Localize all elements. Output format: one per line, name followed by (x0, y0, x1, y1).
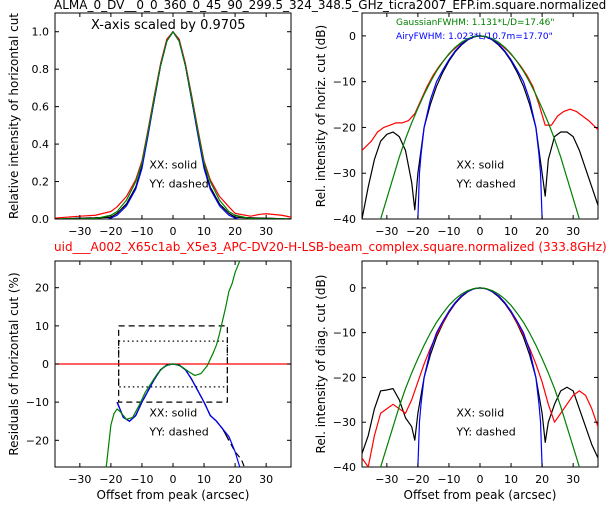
scale-annotation: X-axis scaled by 0.9705 (91, 18, 246, 33)
y-axis-label: Residuals of horizontal cut (%) (7, 272, 21, 455)
x-tick-label: −30 (68, 473, 91, 486)
y-tick-label: 0 (349, 30, 356, 43)
y-tick-label: 0.6 (32, 101, 50, 114)
y-tick-label: −10 (333, 327, 356, 340)
x-tick-label: 0 (477, 473, 484, 486)
x-tick-label: −20 (99, 225, 122, 238)
legend-text: XX: solid (149, 407, 197, 420)
x-tick-label: 20 (535, 225, 549, 238)
x-tick-label: −20 (99, 473, 122, 486)
chart-bottom-left: −30 −20 −10 0 10 20 30 −20 −10 0 10 20 Offset from p… (7, 260, 292, 502)
series-line-3 (380, 35, 580, 219)
y-tick-label: −20 (26, 434, 49, 447)
chart-bottom-right: −30 −20 −10 0 10 20 30 −40 −30 −20 −10 0 Offset from… (314, 260, 599, 502)
plot-area (361, 260, 599, 468)
fwhm-annotation: AiryFWHM: 1.023*L/10.7m=17.70" (396, 32, 553, 42)
x-tick-label: 30 (259, 473, 273, 486)
plot-area (54, 12, 292, 220)
y-tick-label: −40 (333, 213, 356, 226)
x-tick-label: 20 (535, 473, 549, 486)
x-tick-label: 10 (197, 225, 211, 238)
y-tick-label: −20 (333, 121, 356, 134)
y-tick-label: 0 (349, 282, 356, 295)
y-tick-label: −20 (333, 371, 356, 384)
y-tick-label: 10 (35, 320, 49, 333)
legend-text: XX: solid (149, 159, 197, 172)
x-tick-label: 10 (504, 473, 518, 486)
x-tick-label: 0 (477, 225, 484, 238)
y-tick-label: −10 (26, 396, 49, 409)
x-tick-label: −20 (406, 225, 429, 238)
x-tick-label: −20 (406, 473, 429, 486)
chart-top-right: −30 −20 −10 0 10 20 30 −40 −30 −20 −10 0 Rel. intens… (314, 12, 599, 238)
chart-top-left: −30 −20 −10 0 10 20 30 0.0 0.2 0.4 0.6 0.8 1.0 Relati… (7, 12, 292, 238)
x-tick-label: −30 (375, 473, 398, 486)
figure-mid-title: uid___A002_X65c1ab_X5e3_APC-DV20-H-LSB-b… (54, 240, 607, 254)
x-tick-label: −10 (437, 473, 460, 486)
x-tick-label: 20 (228, 225, 242, 238)
series-group (55, 261, 291, 467)
series-line-3 (380, 287, 580, 467)
y-axis-label: Rel. intensity of horiz. cut (dB) (314, 25, 328, 207)
y-tick-label: 1.0 (32, 26, 50, 39)
series-group (362, 287, 598, 467)
plot-group: −30 −20 −10 0 10 20 30 0.0 0.2 0.4 0.6 0.8 1.0 Relati… (7, 12, 599, 502)
series-line-2 (55, 31, 291, 219)
y-tick-label: 0.2 (32, 176, 50, 189)
x-tick-label: −10 (130, 225, 153, 238)
x-tick-label: −30 (375, 225, 398, 238)
x-tick-label: 20 (228, 473, 242, 486)
series-line-4 (105, 261, 242, 467)
x-tick-label: 30 (259, 225, 273, 238)
y-tick-label: 0.8 (32, 63, 50, 76)
legend-text: XX: solid (456, 407, 504, 420)
x-tick-label: 0 (170, 225, 177, 238)
y-tick-label: −30 (333, 416, 356, 429)
y-tick-label: 0.0 (32, 213, 50, 226)
figure-top-title: ALMA_0_DV__0_0_360_0_45_90_299.5_324_348… (54, 0, 606, 12)
legend-text: YY: dashed (455, 178, 515, 191)
x-tick-label: 10 (197, 473, 211, 486)
y-tick-label: 0.4 (32, 138, 50, 151)
x-tick-label: −10 (130, 473, 153, 486)
x-tick-label: −10 (437, 225, 460, 238)
legend-text: YY: dashed (148, 426, 208, 439)
x-tick-label: 30 (566, 225, 580, 238)
series-line-1 (55, 31, 291, 219)
y-tick-label: −40 (333, 461, 356, 474)
fwhm-annotation: GaussianFWHM: 1.131*L/D=17.46" (396, 18, 554, 28)
series-line-4 (55, 31, 291, 219)
x-axis-label: Offset from peak (arcsec) (404, 488, 557, 502)
x-tick-label: 10 (504, 225, 518, 238)
y-axis-label: Rel. intensity of diag. cut (dB) (314, 275, 328, 454)
y-axis-label: Relative intensity of horizontal cut (7, 13, 21, 219)
legend-text: YY: dashed (148, 178, 208, 191)
y-tick-label: −30 (333, 167, 356, 180)
series-group (55, 31, 291, 219)
series-group (362, 35, 598, 219)
x-tick-label: 30 (566, 473, 580, 486)
x-axis-label: Offset from peak (arcsec) (97, 488, 250, 502)
y-tick-label: −10 (333, 76, 356, 89)
legend-text: XX: solid (456, 159, 504, 172)
x-tick-label: 0 (170, 473, 177, 486)
y-tick-label: 20 (35, 282, 49, 295)
legend-text: YY: dashed (455, 426, 515, 439)
y-tick-label: 0 (42, 358, 49, 371)
x-tick-label: −30 (68, 225, 91, 238)
